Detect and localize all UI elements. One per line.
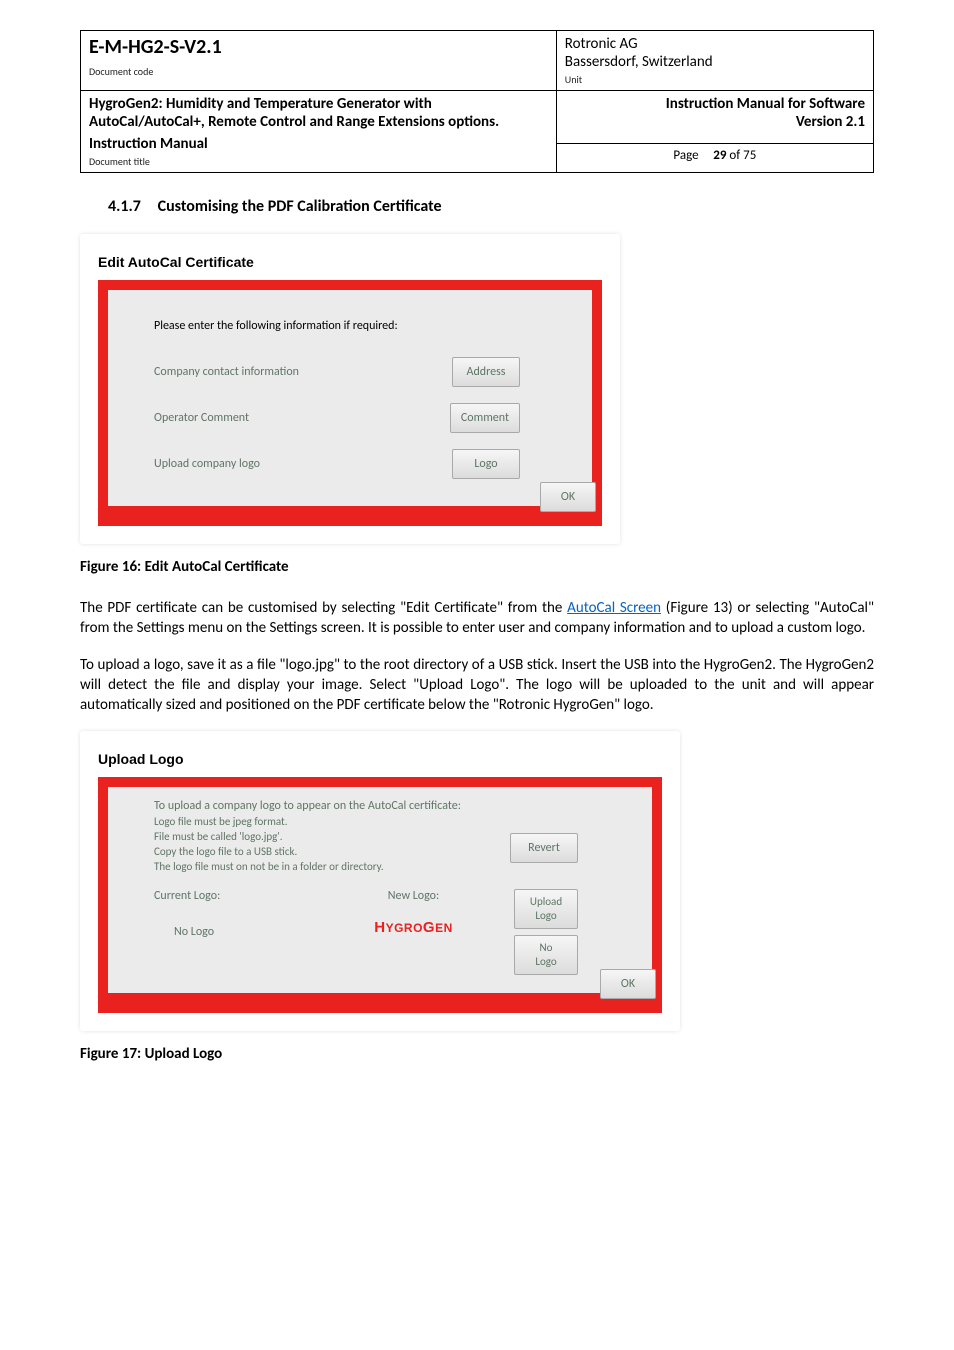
- dialog-red-panel: Please enter the following information i…: [98, 280, 602, 526]
- logo-button[interactable]: Logo: [452, 449, 520, 479]
- upload-logo-dialog: Upload Logo To upload a company logo to …: [80, 731, 680, 1030]
- page-label: Page: [673, 148, 698, 163]
- instruction-manual-label: Instruction Manual: [89, 135, 548, 153]
- no-logo-button[interactable]: No Logo: [514, 935, 578, 975]
- section-number: 4.1.7: [108, 197, 154, 216]
- upload-red-panel: To upload a company logo to appear on th…: [98, 777, 662, 1012]
- para1-a: The PDF certificate can be customised by…: [80, 599, 567, 617]
- section-title: Customising the PDF Calibration Certific…: [158, 197, 442, 216]
- unit-label: Unit: [565, 73, 865, 86]
- edit-intro: Please enter the following information i…: [154, 319, 520, 333]
- upload-logo-label: Upload company logo: [154, 457, 452, 471]
- hygrogen-logo: HYGROGEN: [327, 919, 500, 936]
- address-button[interactable]: Address: [452, 357, 520, 387]
- upload-dialog-title: Upload Logo: [98, 751, 662, 767]
- revert-button[interactable]: Revert: [510, 833, 578, 863]
- contact-info-label: Company contact information: [154, 365, 452, 379]
- section-heading: 4.1.7 Customising the PDF Calibration Ce…: [108, 197, 874, 216]
- no-logo-text: No Logo: [154, 925, 327, 939]
- upload-instructions: Logo file must be jpeg format. File must…: [154, 815, 510, 874]
- autocal-screen-link[interactable]: AutoCal Screen: [567, 599, 661, 617]
- figure-16-caption: Figure 16: Edit AutoCal Certificate: [80, 558, 874, 576]
- upload-intro: To upload a company logo to appear on th…: [154, 799, 578, 813]
- document-header-table: E-M-HG2-S-V2.1 Document code Rotronic AG…: [80, 30, 874, 173]
- paragraph-1: The PDF certificate can be customised by…: [80, 598, 874, 639]
- company-location: Bassersdorf, Switzerland: [565, 53, 865, 71]
- manual-for: Instruction Manual for Software: [565, 95, 865, 113]
- doc-code-label: Document code: [89, 65, 548, 78]
- current-logo-label: Current Logo:: [154, 889, 327, 903]
- doc-code: E-M-HG2-S-V2.1: [89, 35, 548, 59]
- edit-autocal-dialog: Edit AutoCal Certificate Please enter th…: [80, 234, 620, 544]
- edit-dialog-title: Edit AutoCal Certificate: [98, 254, 602, 270]
- dialog-inner-box: Please enter the following information i…: [108, 290, 592, 506]
- version: Version 2.1: [565, 113, 865, 131]
- company-name: Rotronic AG: [565, 35, 865, 53]
- comment-button[interactable]: Comment: [450, 403, 520, 433]
- upload-inner-box: To upload a company logo to appear on th…: [108, 787, 652, 992]
- upload-logo-button[interactable]: Upload Logo: [514, 889, 578, 929]
- page-number: 29: [713, 148, 726, 163]
- new-logo-label: New Logo:: [327, 889, 500, 903]
- paragraph-2: To upload a logo, save it as a file "log…: [80, 655, 874, 716]
- document-title-label: Document title: [89, 155, 548, 168]
- figure-17-caption: Figure 17: Upload Logo: [80, 1045, 874, 1063]
- ok-button[interactable]: OK: [540, 482, 596, 512]
- upload-ok-button[interactable]: OK: [600, 969, 656, 999]
- page-of: of 75: [726, 148, 756, 163]
- document-title: HygroGen2: Humidity and Temperature Gene…: [89, 95, 525, 131]
- operator-comment-label: Operator Comment: [154, 411, 450, 425]
